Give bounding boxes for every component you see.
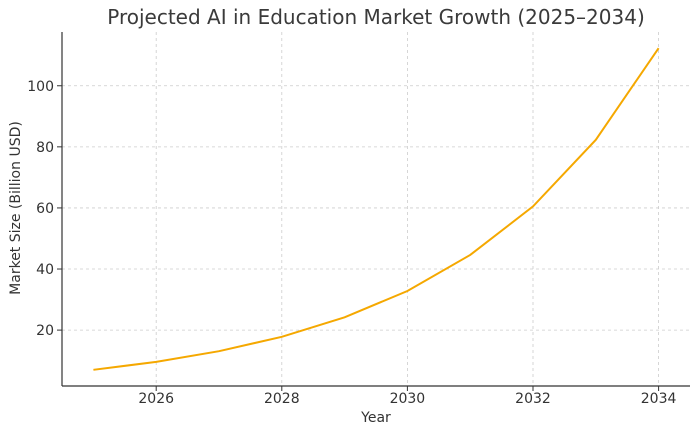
data-point bbox=[594, 138, 598, 142]
data-point bbox=[91, 368, 95, 372]
y-axis-label: Market Size (Billion USD) bbox=[8, 121, 24, 295]
y-tick-label: 100 bbox=[27, 79, 54, 95]
x-tick-label: 2026 bbox=[138, 391, 174, 407]
x-axis-label: Year bbox=[360, 410, 391, 426]
y-tick-label: 20 bbox=[36, 323, 54, 339]
data-point bbox=[405, 289, 409, 293]
data-point bbox=[468, 253, 472, 257]
data-point bbox=[217, 349, 221, 353]
y-tick-label: 60 bbox=[36, 201, 54, 217]
grid bbox=[62, 32, 690, 386]
series-line bbox=[93, 47, 660, 371]
data-point bbox=[154, 360, 158, 364]
data-point bbox=[280, 335, 284, 339]
data-point bbox=[657, 46, 661, 50]
chart-title: Projected AI in Education Market Growth … bbox=[107, 5, 645, 29]
x-tick-label: 2030 bbox=[390, 391, 426, 407]
axes: 2026 2028 2030 2032 2034 20 40 60 80 100 bbox=[27, 32, 690, 407]
y-tick-label: 40 bbox=[36, 262, 54, 278]
x-tick-label: 2034 bbox=[641, 391, 677, 407]
data-point bbox=[531, 204, 535, 208]
x-tick-label: 2028 bbox=[264, 391, 300, 407]
data-point bbox=[343, 315, 347, 319]
series-layer bbox=[91, 46, 661, 372]
x-tick-label: 2032 bbox=[515, 391, 551, 407]
y-tick-label: 80 bbox=[36, 140, 54, 156]
